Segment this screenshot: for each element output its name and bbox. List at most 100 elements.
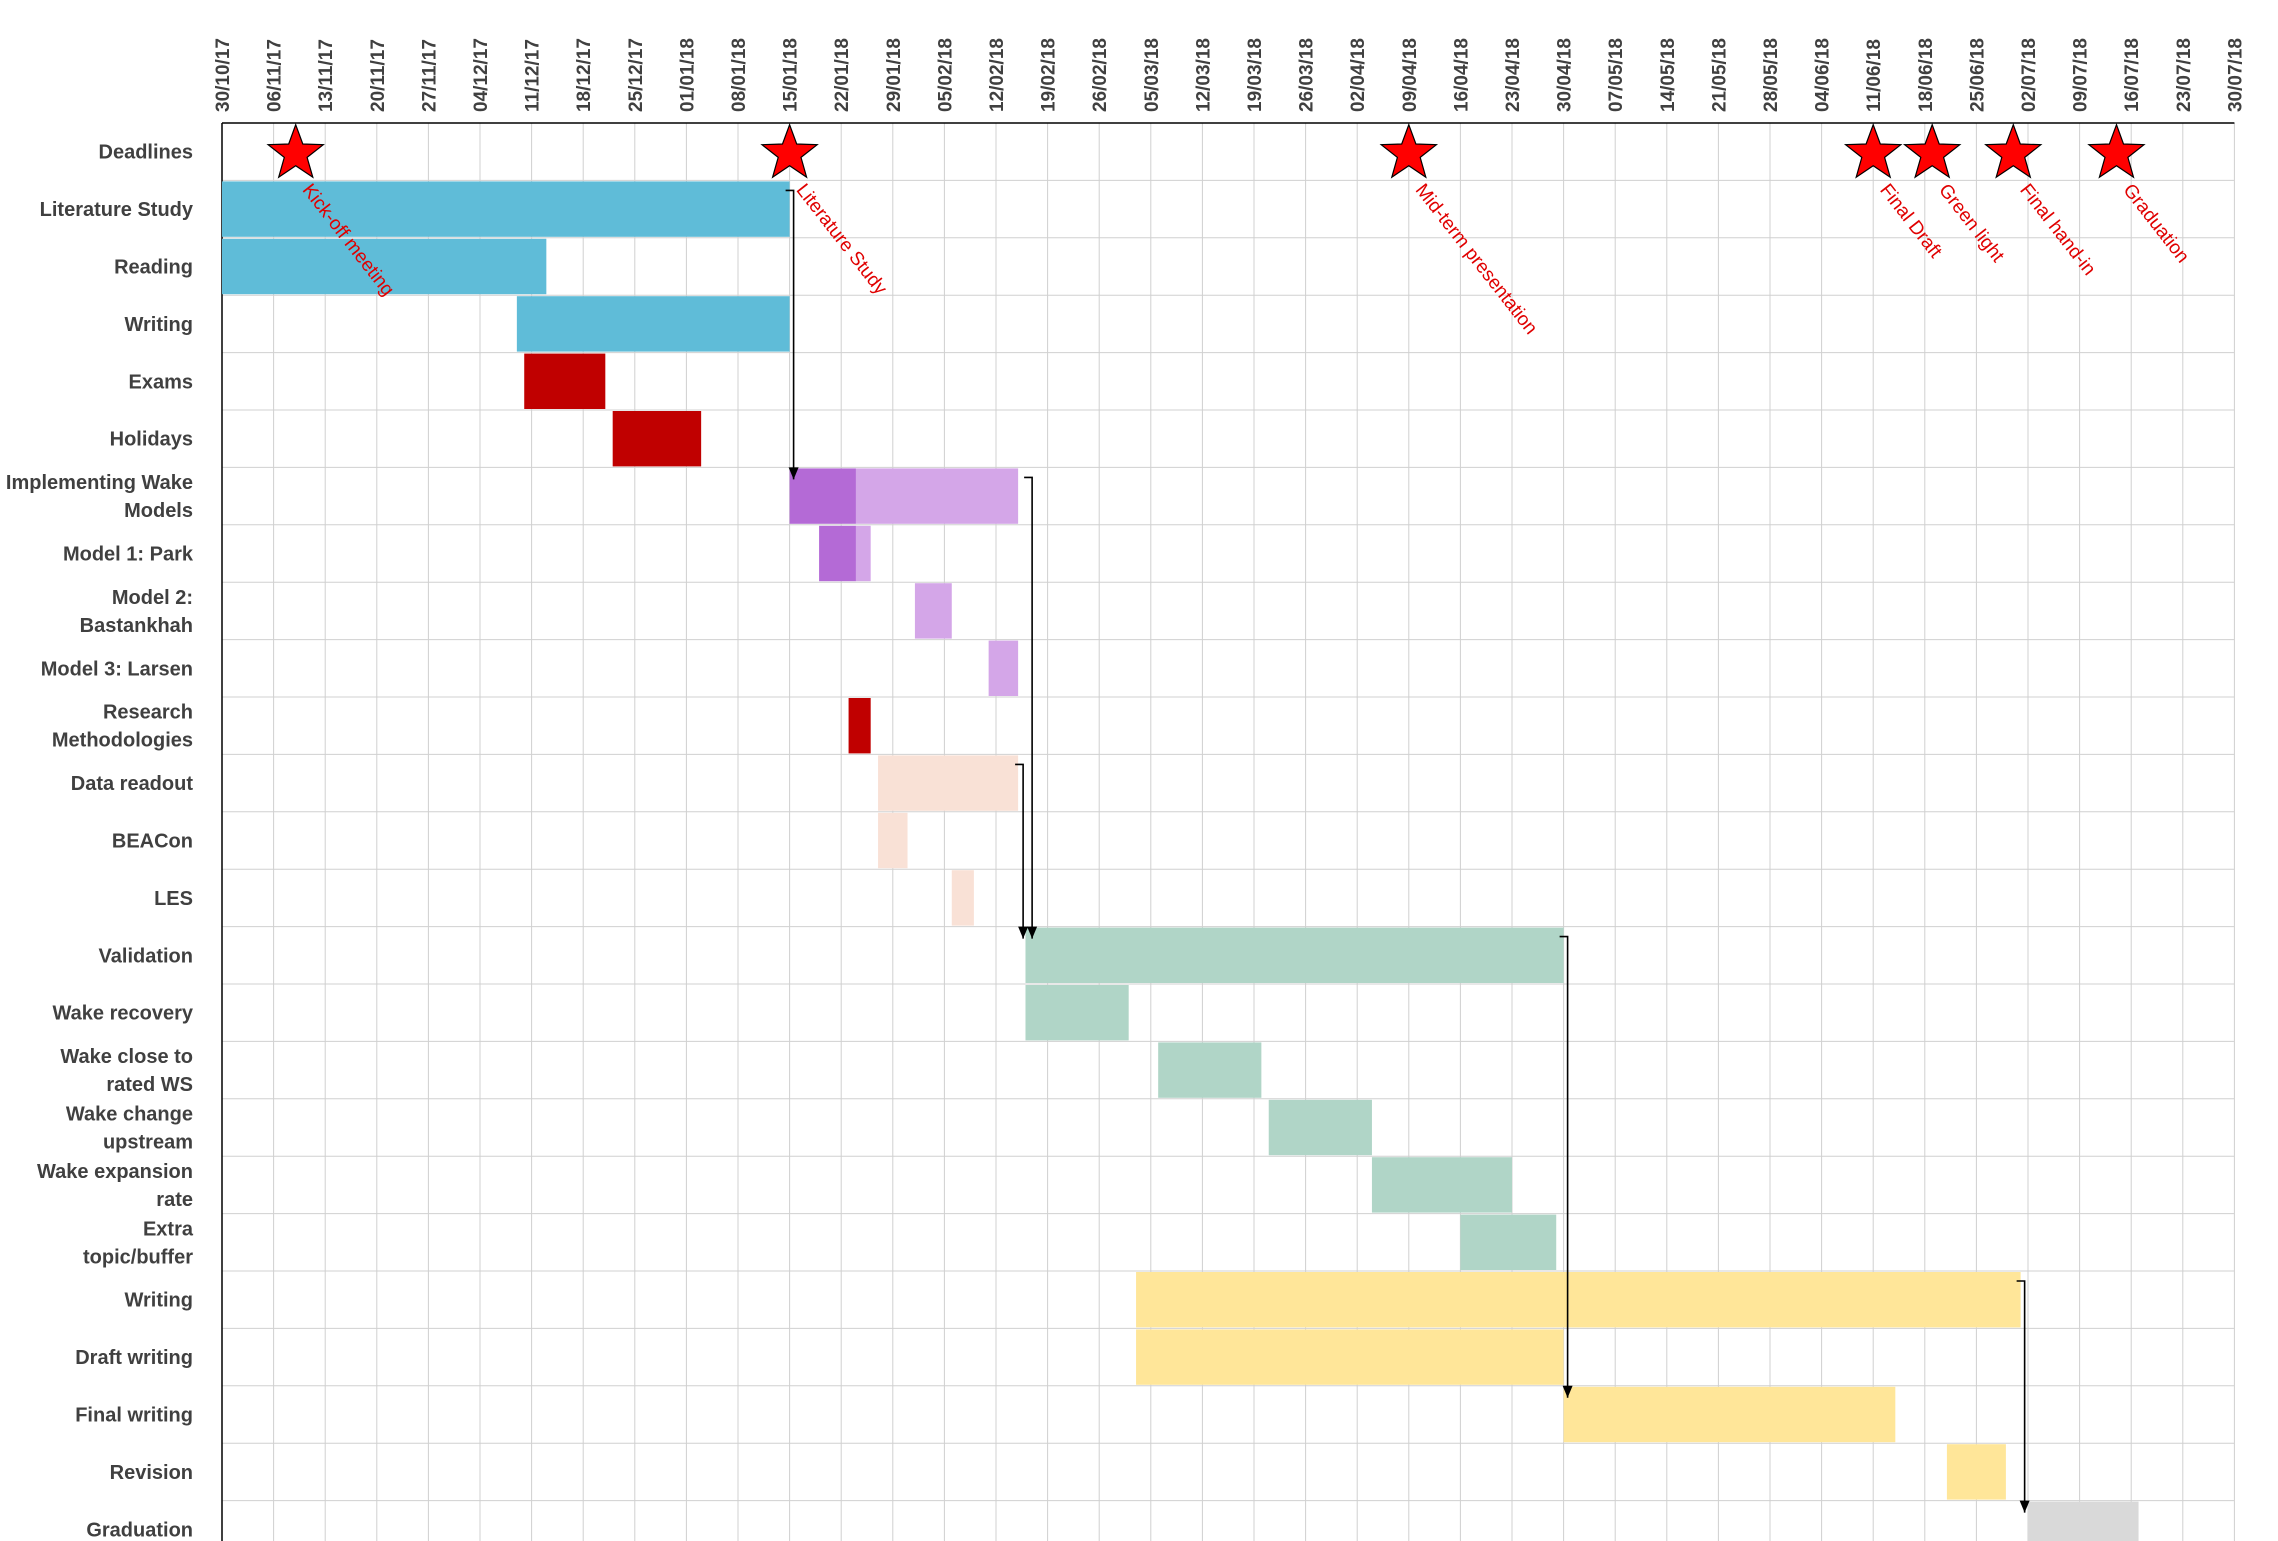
- date-tick-label: 19/03/18: [1245, 38, 1266, 112]
- task-label: Deadlines: [99, 142, 193, 164]
- date-tick-label: 21/05/18: [1709, 38, 1730, 112]
- milestone-star-icon: [1902, 122, 1962, 179]
- task-bar: [819, 525, 856, 582]
- task-label: Graduation: [86, 1519, 193, 1541]
- dependency-arrows: [785, 189, 2030, 1513]
- date-tick-label: 29/01/18: [884, 38, 905, 112]
- dependency-arrowhead: [1018, 926, 1029, 939]
- task-bar: [1946, 1444, 2006, 1500]
- task-label: Writing: [124, 314, 193, 336]
- task-label: Data readout: [71, 773, 194, 795]
- task-bar: [1268, 1099, 1372, 1156]
- task-bar: [1371, 1157, 1512, 1213]
- task-label: Wake expansion rate: [37, 1161, 193, 1211]
- task-label: Wake recovery: [53, 1003, 194, 1025]
- task-label: Revision: [110, 1462, 193, 1484]
- task-bar: [789, 468, 856, 524]
- task-label: Model 1: Park: [63, 544, 194, 566]
- date-tick-label: 22/01/18: [832, 38, 853, 112]
- date-tick-label: 06/11/17: [265, 39, 286, 112]
- date-tick-label: 04/06/18: [1813, 38, 1834, 112]
- date-tick-label: 12/03/18: [1193, 38, 1214, 112]
- task-label: Implementing Wake Models: [6, 472, 193, 522]
- milestone-star-icon: [1379, 122, 1439, 179]
- dependency-arrow: [1559, 935, 1569, 1398]
- milestone-stars: [266, 122, 2146, 179]
- date-tick-label: 02/04/18: [1348, 38, 1369, 112]
- task-bar: [878, 812, 908, 869]
- milestone-label: Mid-term presentation: [1411, 180, 1541, 339]
- task-bar: [1158, 1042, 1262, 1098]
- date-tick-label: 19/02/18: [1039, 38, 1060, 112]
- date-tick-label: 26/03/18: [1297, 38, 1318, 112]
- task-bar: [1136, 1329, 1564, 1385]
- date-tick-label: 08/01/18: [729, 38, 750, 112]
- date-axis: 30/10/17 06/11/17 13/11/17 20/11/17 27/11/17…: [213, 38, 2246, 112]
- milestone-label: Green light: [1934, 180, 2008, 267]
- task-label: Reading: [114, 257, 193, 279]
- task-label: Wake change upstream: [66, 1104, 193, 1154]
- date-tick-label: 30/07/18: [2225, 38, 2246, 112]
- date-tick-label: 07/05/18: [1606, 38, 1627, 112]
- date-tick-label: 18/12/17: [574, 38, 595, 112]
- date-tick-label: 28/05/18: [1761, 38, 1782, 112]
- task-bar: [1025, 927, 1564, 983]
- date-tick-label: 02/07/18: [2019, 38, 2040, 112]
- date-tick-label: 11/12/17: [523, 39, 544, 112]
- date-tick-label: 09/07/18: [2071, 38, 2092, 112]
- task-bar: [2028, 1501, 2139, 1541]
- date-tick-label: 13/11/17: [316, 39, 337, 112]
- milestone-star-icon: [760, 122, 819, 179]
- task-label: Research Methodologies: [52, 702, 193, 752]
- task-label: Wake close to rated WS: [60, 1046, 193, 1096]
- date-tick-label: 30/04/18: [1555, 38, 1576, 112]
- date-tick-label: 05/02/18: [935, 38, 956, 112]
- task-label: Model 3: Larsen: [41, 658, 193, 680]
- date-tick-label: 30/10/17: [213, 38, 234, 112]
- date-tick-label: 27/11/17: [419, 39, 440, 112]
- date-tick-label: 23/07/18: [2174, 38, 2195, 112]
- date-tick-label: 23/04/18: [1503, 38, 1524, 112]
- milestone-star-icon: [1843, 122, 1903, 179]
- task-bar: [1136, 1272, 2021, 1328]
- task-bar: [855, 468, 1019, 524]
- task-label: Literature Study: [40, 199, 194, 221]
- milestone-star-icon: [266, 122, 325, 179]
- date-tick-label: 04/12/17: [471, 38, 492, 112]
- dependency-arrowhead: [1562, 1385, 1573, 1398]
- task-label: LES: [154, 888, 193, 910]
- task-bar: [914, 583, 952, 639]
- date-tick-label: 05/03/18: [1142, 38, 1163, 112]
- task-bar: [612, 411, 702, 467]
- task-labels: Deadlines Literature Study Reading Writing E…: [6, 142, 194, 1541]
- dependency-arrow: [1015, 763, 1024, 939]
- task-bar: [988, 640, 1019, 696]
- date-tick-label: 26/02/18: [1090, 38, 1111, 112]
- date-tick-label: 01/01/18: [677, 38, 698, 112]
- date-tick-label: 25/06/18: [1967, 38, 1988, 112]
- task-bar: [1563, 1386, 1896, 1443]
- date-tick-label: 18/06/18: [1916, 38, 1937, 112]
- date-tick-label: 20/11/17: [368, 39, 389, 112]
- date-tick-label: 16/07/18: [2122, 38, 2143, 112]
- task-label: BEACon: [112, 831, 193, 853]
- task-bar: [878, 755, 1019, 811]
- task-label: Model 2: Bastankhah: [80, 587, 193, 637]
- task-bar: [222, 238, 547, 295]
- task-label: Draft writing: [75, 1347, 193, 1369]
- milestone-star-icon: [1984, 122, 2043, 179]
- task-bar: [222, 181, 790, 237]
- dependency-arrowhead: [788, 467, 799, 480]
- task-bar: [855, 525, 871, 582]
- date-tick-label: 11/06/18: [1864, 39, 1885, 112]
- task-bar: [848, 698, 871, 754]
- milestone-star-icon: [2087, 122, 2146, 179]
- task-label: Extra topic/buffer: [83, 1218, 194, 1268]
- task-bars: [222, 181, 2139, 1541]
- task-label: Validation: [99, 945, 193, 967]
- task-label: Writing: [124, 1290, 193, 1312]
- date-tick-label: 14/05/18: [1658, 38, 1679, 112]
- task-bar: [524, 353, 606, 409]
- task-bar: [1460, 1214, 1557, 1270]
